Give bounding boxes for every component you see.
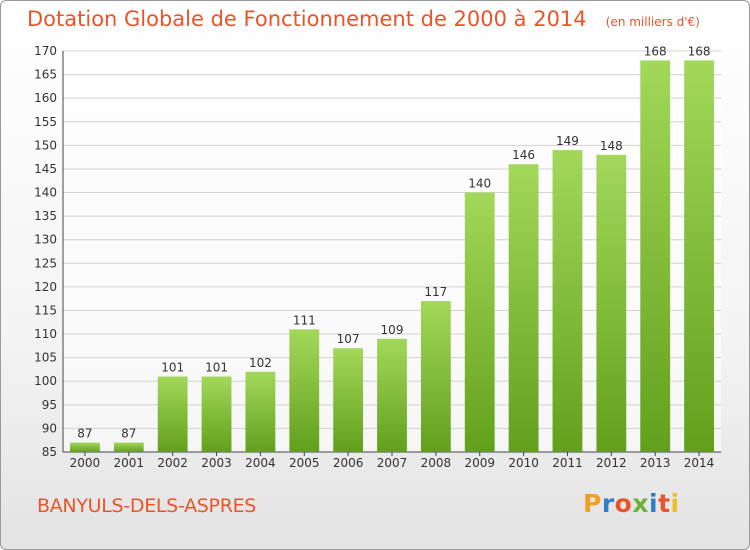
y-tick-label: 100 (34, 374, 57, 388)
data-label: 102 (249, 356, 272, 370)
data-label: 101 (205, 361, 228, 375)
x-tick-label: 2006 (333, 456, 364, 470)
chart-unit: (en milliers d'€) (605, 15, 700, 29)
brand-letter: P (583, 489, 602, 518)
y-tick-label: 130 (34, 233, 57, 247)
data-label: 107 (337, 332, 360, 346)
brand-letter: t (658, 489, 671, 518)
data-label: 109 (381, 323, 404, 337)
data-label: 87 (77, 427, 92, 441)
bar (333, 348, 364, 452)
y-tick-label: 165 (34, 68, 57, 82)
bar (245, 371, 276, 452)
y-tick-label: 140 (34, 186, 57, 200)
y-tick-label: 160 (34, 91, 57, 105)
brand-letter: i (670, 489, 680, 518)
proxiti-logo: Proxiti (583, 489, 680, 518)
y-tick-label: 150 (34, 138, 57, 152)
y-tick-label: 105 (34, 351, 57, 365)
y-tick-label: 120 (34, 280, 57, 294)
brand-letter: i (649, 489, 659, 518)
x-tick-label: 2000 (70, 456, 101, 470)
y-tick-label: 155 (34, 115, 57, 129)
x-tick-label: 2009 (464, 456, 495, 470)
bar (420, 301, 451, 452)
data-label: 111 (293, 313, 316, 327)
brand-letter: r (601, 489, 615, 518)
x-tick-label: 2007 (377, 456, 408, 470)
bar (289, 329, 320, 452)
brand-letter: x (632, 489, 649, 518)
y-tick-label: 115 (34, 303, 57, 317)
bar (596, 154, 627, 452)
y-tick-label: 85 (42, 445, 57, 459)
bar (684, 60, 714, 452)
bar (377, 338, 407, 452)
y-tick-label: 125 (34, 256, 57, 270)
data-label: 117 (424, 285, 447, 299)
y-tick-label: 170 (34, 44, 57, 58)
bar (508, 164, 539, 453)
chart-title: Dotation Globale de Fonctionnement de 20… (27, 7, 587, 31)
y-tick-label: 135 (34, 209, 57, 223)
x-tick-label: 2004 (245, 456, 276, 470)
chart-header: Dotation Globale de Fonctionnement de 20… (27, 7, 700, 31)
x-tick-label: 2003 (201, 456, 232, 470)
data-label: 168 (688, 44, 711, 58)
y-tick-label: 90 (42, 421, 57, 435)
x-tick-label: 2005 (289, 456, 320, 470)
data-label: 140 (468, 177, 491, 191)
x-tick-label: 2011 (552, 456, 583, 470)
bar (464, 192, 495, 452)
data-label: 87 (121, 427, 136, 441)
bar (70, 442, 100, 452)
data-label: 146 (512, 148, 535, 162)
bar (552, 150, 583, 452)
data-label: 101 (161, 361, 184, 375)
y-tick-label: 145 (34, 162, 57, 176)
x-tick-label: 2002 (157, 456, 188, 470)
x-tick-label: 2013 (640, 456, 671, 470)
x-tick-label: 2010 (508, 456, 539, 470)
brand-letter: o (614, 489, 633, 518)
bar (640, 60, 671, 452)
x-tick-label: 2012 (596, 456, 627, 470)
data-label: 168 (644, 44, 667, 58)
data-label: 149 (556, 134, 579, 148)
x-tick-label: 2001 (114, 456, 145, 470)
commune-name: BANYULS-DELS-ASPRES (37, 495, 257, 517)
x-tick-label: 2008 (421, 456, 452, 470)
y-tick-label: 110 (34, 327, 57, 341)
bar (113, 442, 144, 452)
bar (201, 376, 232, 452)
bar (157, 376, 188, 452)
data-label: 148 (600, 139, 623, 153)
y-tick-label: 95 (42, 398, 57, 412)
x-tick-label: 2014 (684, 456, 715, 470)
